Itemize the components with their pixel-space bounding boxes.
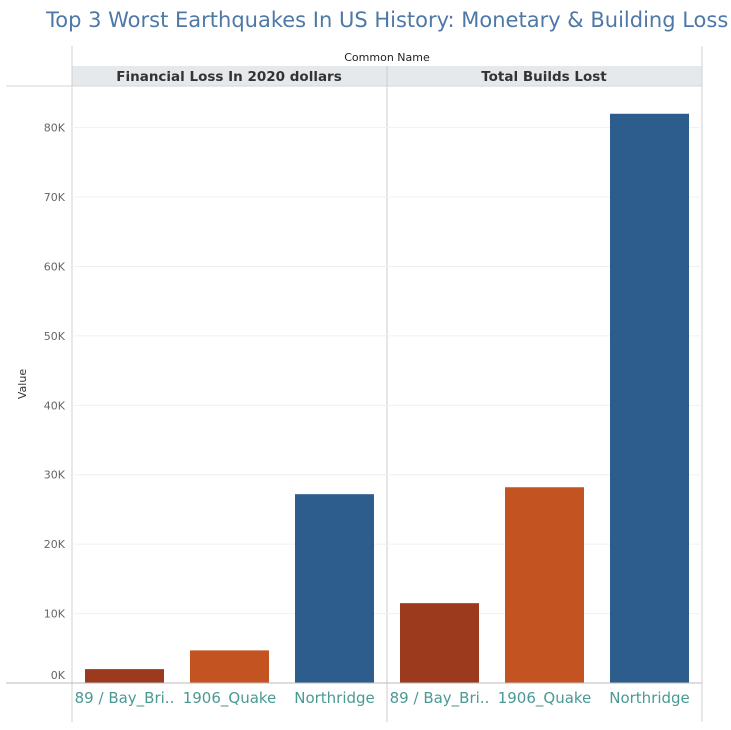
y-tick-label: 50K [44, 330, 66, 343]
y-tick-label: 70K [44, 191, 66, 204]
category-label: 1906_Quake [183, 689, 277, 708]
bar-financial-2[interactable] [295, 494, 374, 683]
panel-label-financial: Financial Loss In 2020 dollars [116, 69, 342, 85]
chart-title: Top 3 Worst Earthquakes In US History: M… [46, 8, 729, 32]
bar-buildings-2[interactable] [610, 113, 689, 683]
bar-buildings-0[interactable] [400, 603, 479, 683]
y-tick-label: 40K [44, 399, 66, 412]
y-tick-label: 10K [44, 608, 66, 621]
category-label: Northridge [294, 689, 375, 707]
bar-financial-0[interactable] [85, 669, 164, 683]
category-labels: 89 / Bay_Bri.. 1906_Quake Northridge 89 / B… [75, 689, 690, 708]
y-tick-label: 0K [51, 669, 66, 682]
category-label: 1906_Quake [498, 689, 592, 708]
category-label: 89 / Bay_Bri.. [75, 689, 175, 708]
category-label: 89 / Bay_Bri.. [390, 689, 490, 708]
bar-financial-1[interactable] [190, 650, 269, 683]
category-label: Northridge [609, 689, 690, 707]
y-tick-label: 80K [44, 122, 66, 135]
panel-label-buildings: Total Builds Lost [481, 69, 607, 85]
column-header-label: Common Name [344, 51, 430, 64]
bar-buildings-1[interactable] [505, 487, 584, 683]
y-axis-label: Value [16, 369, 29, 399]
y-axis-ticks: 0K 10K 20K 30K 40K 50K 60K 70K 80K [44, 122, 66, 682]
gridlines [72, 127, 702, 615]
y-tick-label: 60K [44, 260, 66, 273]
bars [85, 113, 689, 683]
y-tick-label: 20K [44, 538, 66, 551]
y-tick-label: 30K [44, 469, 66, 482]
